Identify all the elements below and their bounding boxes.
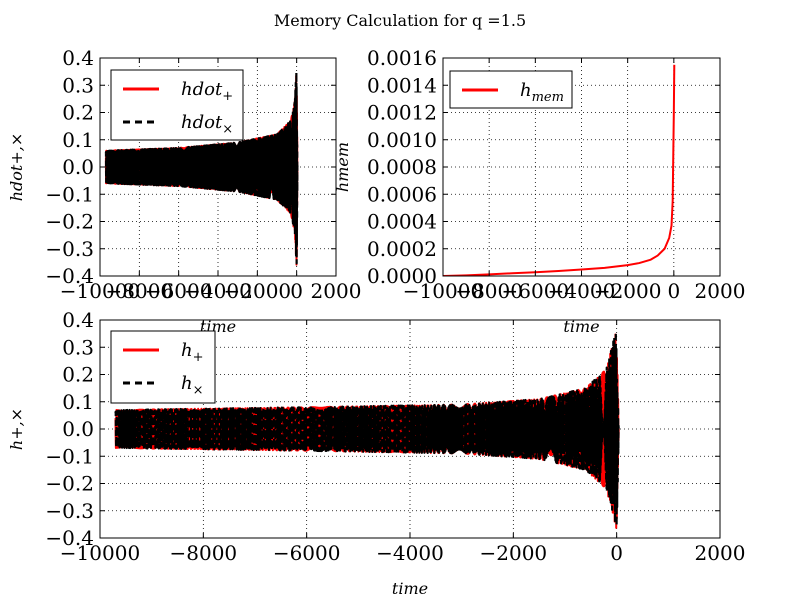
- y-tick-label: 0.0016: [367, 46, 437, 70]
- x-axis-label: time: [392, 579, 428, 598]
- y-axis-label: hmem: [333, 142, 352, 192]
- y-tick-label: −0.3: [45, 237, 94, 261]
- x-tick-label: −8000: [170, 541, 238, 565]
- y-tick-label: −0.2: [45, 472, 94, 496]
- y-tick-label: 0.0004: [367, 210, 437, 234]
- y-tick-label: 0.2: [62, 101, 94, 125]
- y-tick-label: −0.4: [45, 526, 94, 550]
- legend-label: h×: [181, 373, 204, 398]
- chart-hdot: −10000−8000−6000−4000−2000 0 2000 −0.4 −0.3 −…: [7, 46, 361, 336]
- x-tick-label: −10000: [403, 279, 483, 303]
- x-tick-label: −8000: [106, 279, 174, 303]
- y-tick-label: 0.0000: [367, 264, 437, 288]
- y-tick-label: 0.0010: [367, 128, 437, 152]
- y-tick-label: 0.0002: [367, 237, 437, 261]
- x-tick-label: −4000: [184, 279, 252, 303]
- y-tick-label: 0.0012: [367, 101, 437, 125]
- x-tick-label: −10000: [60, 279, 140, 303]
- y-tick-label: −0.3: [45, 499, 94, 523]
- x-tick-label: −6000: [502, 279, 570, 303]
- legend-label: hmem: [520, 80, 564, 105]
- legend-label: hdot×: [181, 112, 233, 137]
- x-tick-label: 2000: [695, 541, 746, 565]
- figure-title: Memory Calculation for q =1.5: [274, 11, 526, 30]
- series-group: [443, 64, 676, 276]
- y-tick-label: 0.4: [62, 308, 94, 332]
- x-tick-label: −4000: [548, 279, 616, 303]
- x-tick-label: 0: [290, 279, 303, 303]
- x-tick-label: −8000: [455, 279, 523, 303]
- y-tick-label: −0.2: [45, 210, 94, 234]
- x-tick-label: −4000: [376, 541, 444, 565]
- x-tick-label: −2000: [594, 279, 662, 303]
- y-tick-label: −0.1: [45, 182, 94, 206]
- y-tick-label: 0.0008: [367, 155, 437, 179]
- y-tick-label: 0.4: [62, 46, 94, 70]
- x-tick-label: 2000: [311, 279, 362, 303]
- legend-box: [110, 69, 244, 141]
- legend-label: h+: [181, 340, 204, 365]
- x-tick-label: −6000: [273, 541, 341, 565]
- series-line-h-1: [114, 330, 620, 527]
- x-tick-label: −6000: [145, 279, 213, 303]
- series-group: [104, 71, 299, 266]
- y-tick-label: 0.0: [62, 155, 94, 179]
- y-tick-label: 0.0014: [367, 73, 437, 97]
- y-tick-label: 0.2: [62, 363, 94, 387]
- y-tick-label: −0.1: [45, 444, 94, 468]
- chart-hmem: −10000−8000−6000−4000−2000 0 2000 0.0000 0.0…: [333, 46, 745, 336]
- x-tick-label: −2000: [480, 541, 548, 565]
- series-group: [114, 330, 620, 529]
- y-axis-label: h+,×: [7, 408, 26, 450]
- y-axis-label: hdot+,×: [7, 133, 26, 202]
- x-tick-label: −10000: [60, 541, 140, 565]
- chart-h: −10000 −8000 −6000 −4000 −2000 0 2000 −0.4 −0.3 −…: [7, 308, 745, 598]
- y-tick-label: 0.3: [62, 335, 94, 359]
- chart-layer: −10000−8000−6000−4000−2000 0 2000−0.4−0.3−…: [7, 46, 745, 598]
- y-tick-label: −0.4: [45, 264, 94, 288]
- legend-label: hdot+: [181, 79, 233, 104]
- series-line-hdot-1: [104, 71, 299, 265]
- y-tick-label: 0.1: [62, 390, 94, 414]
- y-tick-label: 0.1: [62, 128, 94, 152]
- x-tick-label: 2000: [695, 279, 746, 303]
- y-tick-label: 0.0006: [367, 182, 437, 206]
- x-axis-label: time: [563, 317, 599, 336]
- y-tick-label: 0.0: [62, 417, 94, 441]
- y-tick-label: 0.3: [62, 73, 94, 97]
- x-tick-label: 0: [610, 541, 623, 565]
- x-tick-label: 0: [667, 279, 680, 303]
- legend-box: [110, 330, 216, 404]
- x-tick-label: −2000: [224, 279, 292, 303]
- series-line-hmem-0: [443, 64, 676, 276]
